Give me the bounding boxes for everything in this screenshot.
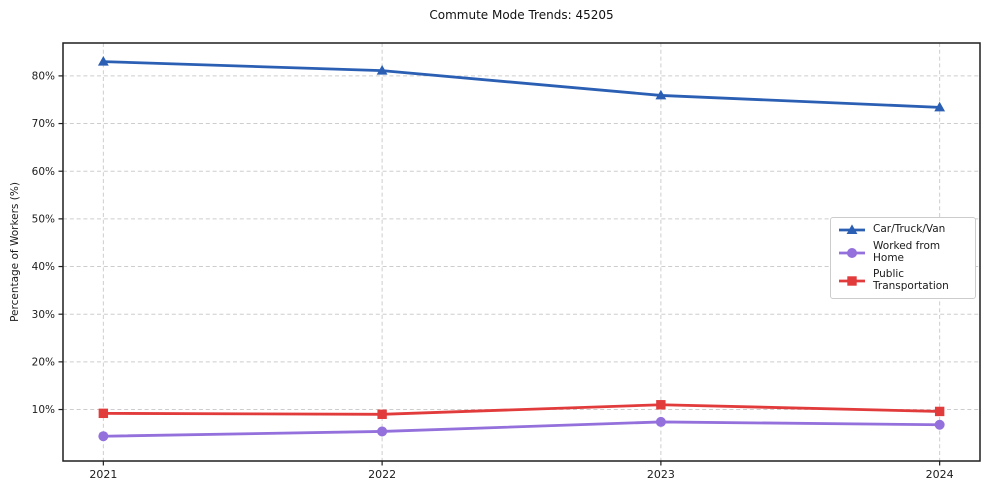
y-tick-label: 40% <box>32 261 55 273</box>
legend: Car/Truck/Van Worked from Home Public Tr… <box>830 217 976 300</box>
legend-label: Car/Truck/Van <box>873 223 946 236</box>
data-point-marker <box>98 431 109 442</box>
y-tick-label: 60% <box>32 166 55 178</box>
data-point-marker <box>847 247 857 258</box>
line-triangle-marker-icon <box>839 224 865 234</box>
x-tick-label: 2022 <box>368 468 396 481</box>
y-tick-label: 20% <box>32 356 55 368</box>
y-tick-label: 30% <box>32 309 55 321</box>
data-point-marker <box>376 65 388 75</box>
data-point-marker <box>934 101 946 112</box>
line-circle-marker-icon <box>839 247 865 258</box>
y-tick-label: 80% <box>32 70 55 82</box>
data-point-marker <box>847 275 857 286</box>
x-tick-label: 2024 <box>926 468 954 481</box>
legend-label: Worked from Home <box>873 240 941 264</box>
data-point-marker <box>377 409 387 419</box>
series-line-public-transportation <box>101 403 942 416</box>
data-point-marker <box>97 55 109 66</box>
legend-item-public-transportation: Public Transportation <box>838 268 967 292</box>
x-tick-label: 2021 <box>89 468 117 481</box>
series-line-worked-from-home <box>101 420 942 438</box>
data-point-marker <box>377 426 388 437</box>
series-line-car-truck-van <box>101 60 942 109</box>
y-tick-label: 70% <box>32 118 55 130</box>
data-point-marker <box>98 408 109 419</box>
x-tick-label: 2023 <box>647 468 675 481</box>
data-point-marker <box>934 406 945 417</box>
data-point-marker <box>934 419 945 430</box>
legend-item-worked-from-home: Worked from Home <box>838 240 967 264</box>
y-axis-label: Percentage of Workers (%) <box>9 182 21 322</box>
legend-item-car-truck-van: Car/Truck/Van <box>838 224 967 236</box>
data-point-marker <box>846 224 858 234</box>
y-tick-label: 10% <box>32 404 55 416</box>
data-point-marker <box>656 400 666 410</box>
line-square-marker-icon <box>839 275 865 286</box>
y-tick-label: 50% <box>32 213 55 225</box>
legend-label: Public Transportation <box>873 268 949 292</box>
chart-title: Commute Mode Trends: 45205 <box>429 8 614 22</box>
data-point-marker <box>655 89 667 100</box>
axes-spines <box>62 42 981 462</box>
data-point-marker <box>655 416 666 427</box>
